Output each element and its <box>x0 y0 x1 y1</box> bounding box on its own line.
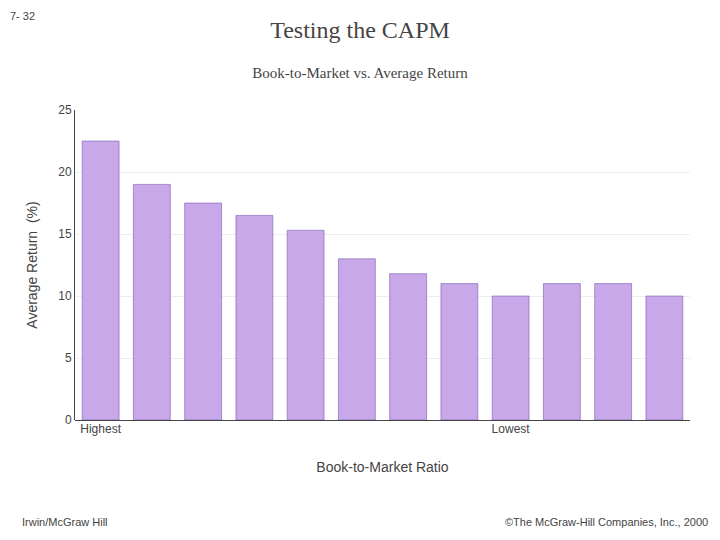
svg-text:Highest: Highest <box>80 422 121 436</box>
svg-text:Book-to-Market Ratio: Book-to-Market Ratio <box>316 459 448 475</box>
svg-text:Average Return (%): Average Return (%) <box>24 201 40 328</box>
svg-text:Irwin/McGraw Hill: Irwin/McGraw Hill <box>22 516 108 528</box>
svg-text:0: 0 <box>65 413 72 427</box>
svg-text:©The McGraw-Hill Companies, In: ©The McGraw-Hill Companies, Inc., 2000 <box>505 516 708 528</box>
svg-text:15: 15 <box>58 227 72 241</box>
svg-text:25: 25 <box>58 103 72 117</box>
svg-text:7- 32: 7- 32 <box>10 10 35 22</box>
svg-text:Testing the CAPM: Testing the CAPM <box>270 17 450 43</box>
svg-text:Lowest: Lowest <box>492 422 531 436</box>
svg-text:5: 5 <box>65 351 72 365</box>
svg-text:10: 10 <box>58 289 72 303</box>
svg-text:Book-to-Market vs. Average Ret: Book-to-Market vs. Average Return <box>252 65 468 81</box>
svg-text:20: 20 <box>58 165 72 179</box>
